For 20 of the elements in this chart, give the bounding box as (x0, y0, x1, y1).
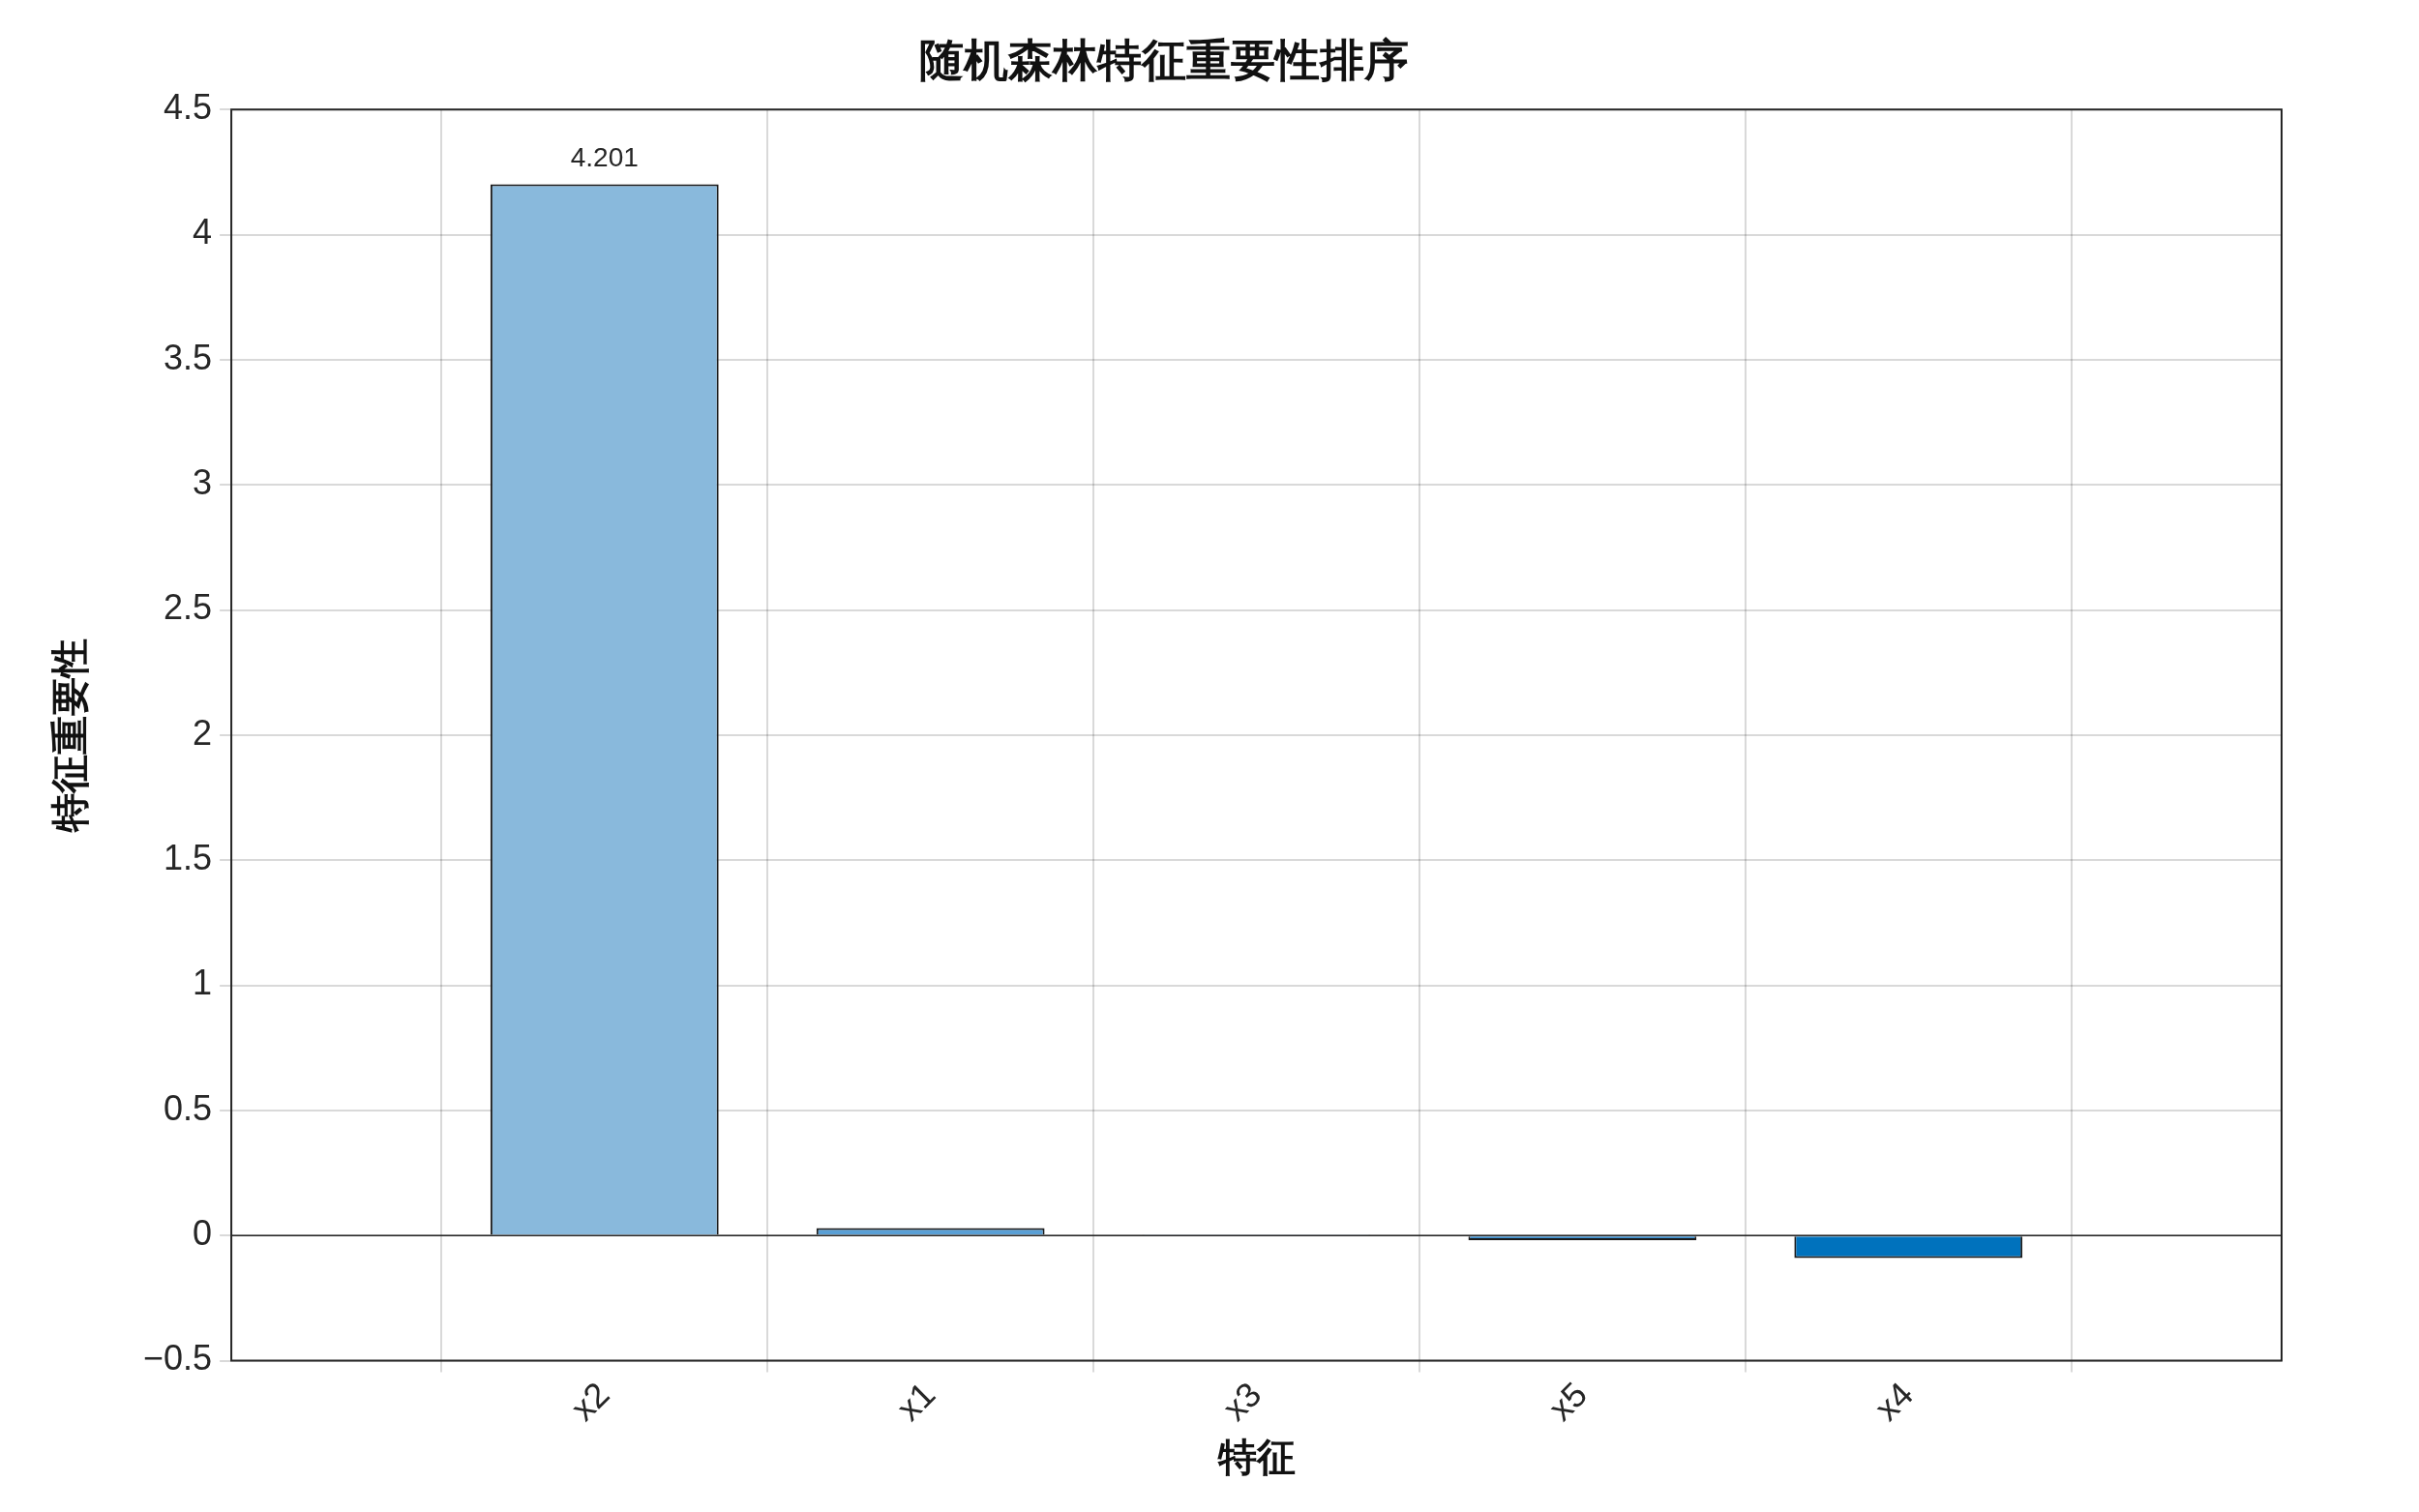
x-axis-title: 特征 (1216, 1434, 1296, 1480)
y-tick-label: −0.5 (142, 1338, 213, 1379)
y-tick-label: 4.5 (164, 87, 213, 128)
y-tick-label: 2 (193, 712, 213, 753)
y-tick-label: 3.5 (164, 337, 213, 377)
y-tick-label: 1 (193, 963, 213, 1003)
y-tick-label: 3 (193, 462, 213, 503)
x-tick-label: x4 (1867, 1374, 1921, 1429)
y-tick-label: 2.5 (164, 587, 213, 628)
y-tick-label: 0 (193, 1213, 213, 1254)
x-tick-label: x1 (888, 1374, 943, 1429)
y-tick-label: 1.5 (164, 838, 213, 878)
y-axis-title: 特征重要性 (46, 637, 93, 833)
data-label: 4.201 (570, 142, 639, 173)
y-tick-label: 0.5 (164, 1087, 213, 1128)
x-tick-label: x5 (1540, 1374, 1596, 1429)
y-tick-label: 4 (193, 212, 213, 252)
x-tick-label: x3 (1214, 1374, 1269, 1429)
x-tick-label: x2 (562, 1374, 617, 1429)
chart-title: 随机森林特征重要性排序 (919, 33, 1409, 86)
